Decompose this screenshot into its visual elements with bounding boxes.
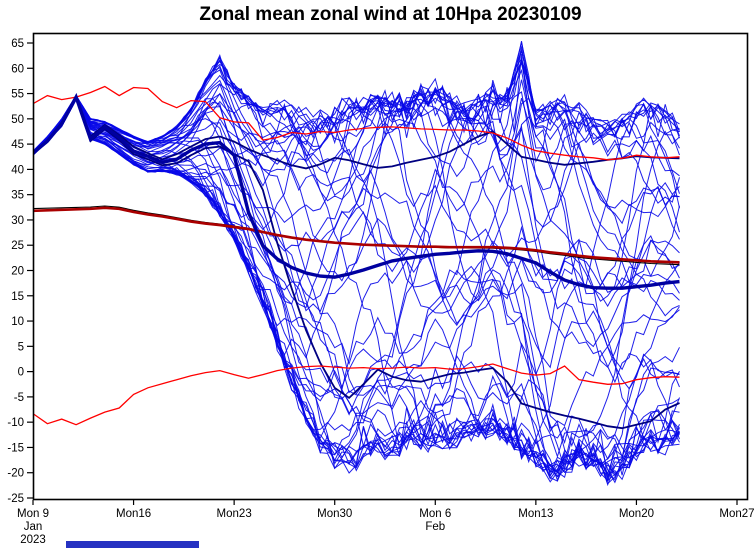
y-tick-label: 65 xyxy=(11,38,24,50)
x-tick-label: Mon13 xyxy=(518,508,553,520)
data-lines-group xyxy=(33,41,680,487)
y-tick-label: -10 xyxy=(7,417,24,429)
x-tick-label: Mon30 xyxy=(317,508,352,520)
climatology-lower-line xyxy=(33,363,680,426)
climatology-upper-line xyxy=(33,85,680,161)
y-tick-label: -25 xyxy=(7,493,24,505)
ensemble-member-line xyxy=(33,96,680,384)
ensemble-member-line xyxy=(33,56,680,308)
ensemble-member-line xyxy=(33,95,680,479)
x-tick-label: Mon20 xyxy=(619,508,654,520)
y-tick-label: -15 xyxy=(7,442,24,454)
ensemble-mean-line xyxy=(33,92,680,290)
y-tick-label: 45 xyxy=(11,139,24,151)
ensemble-member-line xyxy=(33,95,680,451)
control-forecast-low-line xyxy=(33,95,680,430)
footer-logo-bar xyxy=(66,541,199,548)
ensemble-member-line xyxy=(33,95,680,467)
x-tick-label: Mon27 xyxy=(719,508,754,520)
x-tick-label: Mon 9 xyxy=(17,508,49,520)
x-tick-sublabel: Feb xyxy=(425,521,445,533)
y-tick-label: 60 xyxy=(11,63,24,75)
control-forecast-high-line xyxy=(33,93,680,170)
chart-title: Zonal mean zonal wind at 10Hpa 20230109 xyxy=(199,4,582,25)
ensemble-member-line xyxy=(33,46,680,395)
y-tick-label: 15 xyxy=(11,291,24,303)
x-tick-label: Mon16 xyxy=(116,508,151,520)
y-tick-label: 40 xyxy=(11,164,24,176)
y-tick-label: 30 xyxy=(11,215,24,227)
ensemble-member-line xyxy=(33,59,680,287)
y-tick-label: 35 xyxy=(11,190,24,202)
ensemble-member-line xyxy=(33,95,680,482)
y-tick-label: 10 xyxy=(11,316,24,328)
x-tick-sublabel: Jan xyxy=(24,521,43,533)
ensemble-member-line xyxy=(33,96,680,485)
x-tick-sublabel: 2023 xyxy=(20,534,46,546)
x-tick-label: Mon23 xyxy=(217,508,252,520)
ensemble-member-line xyxy=(33,59,680,202)
y-tick-label: 20 xyxy=(11,266,24,278)
y-tick-label: -20 xyxy=(7,468,24,480)
x-tick-label: Mon 6 xyxy=(419,508,451,520)
ensemble-member-line xyxy=(33,68,680,369)
y-tick-label: 5 xyxy=(18,341,24,353)
y-tick-label: 0 xyxy=(18,367,24,379)
y-tick-label: 55 xyxy=(11,89,24,101)
climatology-mean-line xyxy=(33,206,680,264)
y-tick-label: 25 xyxy=(11,240,24,252)
ensemble-member-line xyxy=(33,48,680,359)
y-tick-label: -5 xyxy=(14,392,24,404)
y-tick-label: 50 xyxy=(11,114,24,126)
plot-frame xyxy=(32,32,749,501)
ensemble-member-line xyxy=(33,54,680,209)
